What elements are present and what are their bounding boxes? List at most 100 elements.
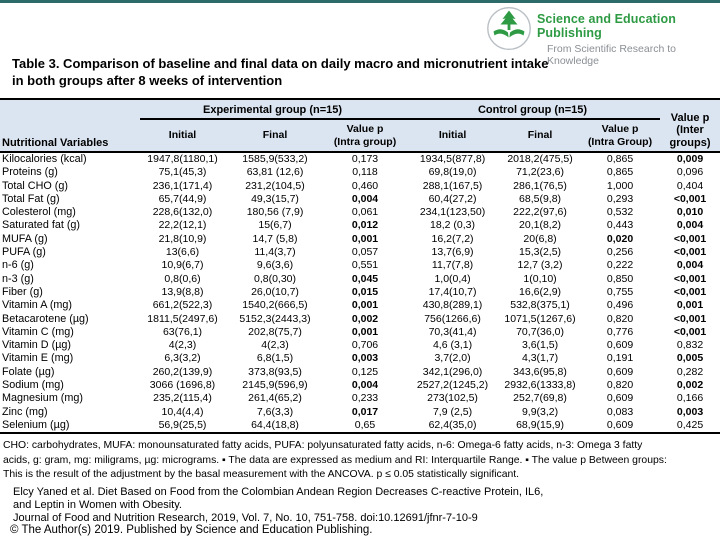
table-cell: 0,832	[676, 339, 704, 352]
table-cell: 252,7(69,8)	[513, 392, 567, 405]
table-cell: 0,609	[606, 365, 634, 378]
table-cell: 7,9 (2,5)	[432, 405, 473, 418]
table-cell: 10,9(6,7)	[161, 259, 204, 272]
publisher-brand: Science and Education Publishing From Sc…	[486, 6, 720, 67]
table-cell: 13(6,6)	[165, 246, 200, 259]
publisher-tagline: From Scientific Research to Knowledge	[547, 43, 676, 67]
table-cell: 5152,3(2443,3)	[239, 312, 311, 325]
table-cell: 65,7(44,9)	[158, 192, 207, 205]
nutrient-table: Nutritional Variables Experimental group…	[0, 98, 720, 435]
table-cell: 0,191	[606, 352, 634, 365]
table-cell: 0,404	[676, 179, 704, 192]
table-cell: 11,4(3,7)	[254, 246, 296, 259]
table-cell: 373,8(93,5)	[248, 365, 302, 378]
table-cell: 236,1(171,4)	[152, 179, 213, 192]
table-cell: 2145,9(596,9)	[242, 379, 308, 392]
table-cell: 0,001	[351, 232, 379, 245]
row-label: n-6 (g)	[2, 259, 34, 272]
table-cell: 1,0(0,4)	[434, 272, 471, 285]
table-row: n-6 (g) 10,9(6,7) 9,6(3,6) 0,551 11,7(7,8) 12…	[0, 259, 720, 272]
table-cell: 1071,5(1267,6)	[504, 312, 576, 325]
table-cell: 1811,5(2497,6)	[147, 312, 218, 325]
table-cell: 0,776	[606, 325, 634, 338]
table-cell: 9,9(3,2)	[521, 405, 559, 418]
table-cell: 12,7 (3,2)	[517, 259, 563, 272]
table-cell: 228,6(132,0)	[152, 206, 213, 219]
table-cell: 0,222	[606, 259, 634, 272]
row-label: Selenium (µg)	[2, 418, 70, 431]
table-cell: 0,820	[606, 312, 634, 325]
table-cell: 0,293	[606, 192, 634, 205]
table-cell: 0,425	[676, 418, 704, 431]
table-cell: 0,001	[676, 299, 704, 312]
column-header-inter-group-p: Value p (Inter groups)	[660, 99, 720, 152]
table-cell: 2018,2(475,5)	[507, 153, 573, 165]
table-cell: 0,002	[351, 312, 379, 325]
table-cell: 1,000	[606, 179, 634, 192]
table-cell: 0,706	[351, 339, 379, 352]
row-label: Proteins (g)	[2, 166, 58, 179]
table-cell: 69,8(19,0)	[428, 166, 477, 179]
table-cell: 0,003	[676, 405, 704, 418]
table-title: Table 3. Comparison of baseline and fina…	[12, 56, 549, 88]
table-cell: 3,6(1,5)	[521, 339, 559, 352]
table-cell: 15,3(2,5)	[519, 246, 562, 259]
table-row: Proteins (g) 75,1(45,3) 63,81 (12,6) 0,118 6…	[0, 166, 720, 179]
row-label: Fiber (g)	[2, 285, 43, 298]
row-label: Sodium (mg)	[2, 379, 64, 392]
table-cell: 0,004	[676, 219, 704, 232]
table-row: PUFA (g) 13(6,6) 11,4(3,7) 0,057 13,7(6,9) 15…	[0, 246, 720, 259]
table-cell: 4(2,3)	[168, 339, 197, 352]
table-cell: 756(1266,6)	[424, 312, 481, 325]
table-cell: 64,4(18,8)	[251, 418, 299, 431]
table-row: Fiber (g) 13,9(8,8) 26,0(10,7) 0,015 17,4(10…	[0, 286, 720, 299]
table-cell: 1934,5(877,8)	[419, 153, 486, 165]
row-label: Zinc (mg)	[2, 405, 48, 418]
table-row: Folate (µg) 260,2(139,9) 373,8(93,5) 0,125 3…	[0, 366, 720, 379]
table-row: n-3 (g) 0,8(0,6) 0,8(0,30) 0,045 1,0(0,4) 1(0…	[0, 273, 720, 286]
table-cell: 15(6,7)	[258, 219, 292, 232]
table-cell: 261,4(65,2)	[248, 392, 302, 405]
table-cell: <0,001	[673, 312, 707, 325]
table-cell: 0,005	[676, 352, 704, 365]
row-label: Vitamin A (mg)	[2, 299, 73, 312]
table-cell: 7,6(3,3)	[256, 405, 294, 418]
table-cell: 0,001	[351, 299, 379, 312]
table-cell: 20,1(8,2)	[519, 219, 562, 232]
table-row: Zinc (mg) 10,4(4,4) 7,6(3,3) 0,017 7,9 (2,5)…	[0, 406, 720, 419]
table-cell: 60,4(27,2)	[428, 192, 477, 205]
row-label: Kilocalories (kcal)	[2, 153, 87, 165]
table-cell: 661,2(522,3)	[152, 299, 213, 312]
table-cell: 234,1(123,50)	[419, 206, 486, 219]
row-label: n-3 (g)	[2, 272, 34, 285]
table-cell: 6,3(3,2)	[164, 352, 201, 365]
table-cell: 4(2,3)	[261, 339, 289, 352]
table-cell: 0,083	[606, 405, 634, 418]
table-cell: 56,9(25,5)	[158, 418, 207, 431]
table-cell: 68,5(9,8)	[519, 192, 562, 205]
row-label: Vitamin C (mg)	[2, 325, 74, 338]
table-cell: 2932,6(1333,8)	[504, 379, 576, 392]
table-cell: 16,2(7,2)	[431, 232, 474, 245]
table-cell: 4,3(1,7)	[521, 352, 559, 365]
row-label: Total CHO (g)	[2, 179, 68, 192]
table-cell: 1(0,10)	[523, 272, 557, 285]
table-cell: 21,8(10,9)	[158, 232, 207, 245]
table-row: Betacarotene (µg) 1811,5(2497,6) 5152,3(24…	[0, 313, 720, 326]
table-cell: 0,865	[606, 153, 634, 165]
table-cell: 0,061	[351, 206, 379, 219]
table-body: Kilocalories (kcal) 1947,8(1180,1) 1585,9(…	[0, 152, 720, 433]
table-cell: 1947,8(1180,1)	[147, 153, 218, 165]
table-cell: 1585,9(533,2)	[242, 153, 308, 165]
table-cell: 17,4(10,7)	[428, 285, 477, 298]
table-cell: 62,4(35,0)	[428, 418, 477, 431]
table-cell: 0,173	[351, 153, 379, 165]
table-cell: 0,865	[606, 166, 634, 179]
table-cell: 10,4(4,4)	[161, 405, 204, 418]
table-cell: 0,001	[351, 325, 379, 338]
table-cell: 0,8(0,6)	[164, 272, 201, 285]
table-row: Vitamin E (mg) 6,3(3,2) 6,8(1,5) 0,003 3,7(2…	[0, 352, 720, 365]
group-header-experimental: Experimental group (n=15)	[140, 99, 406, 120]
table-cell: <0,001	[673, 325, 707, 338]
